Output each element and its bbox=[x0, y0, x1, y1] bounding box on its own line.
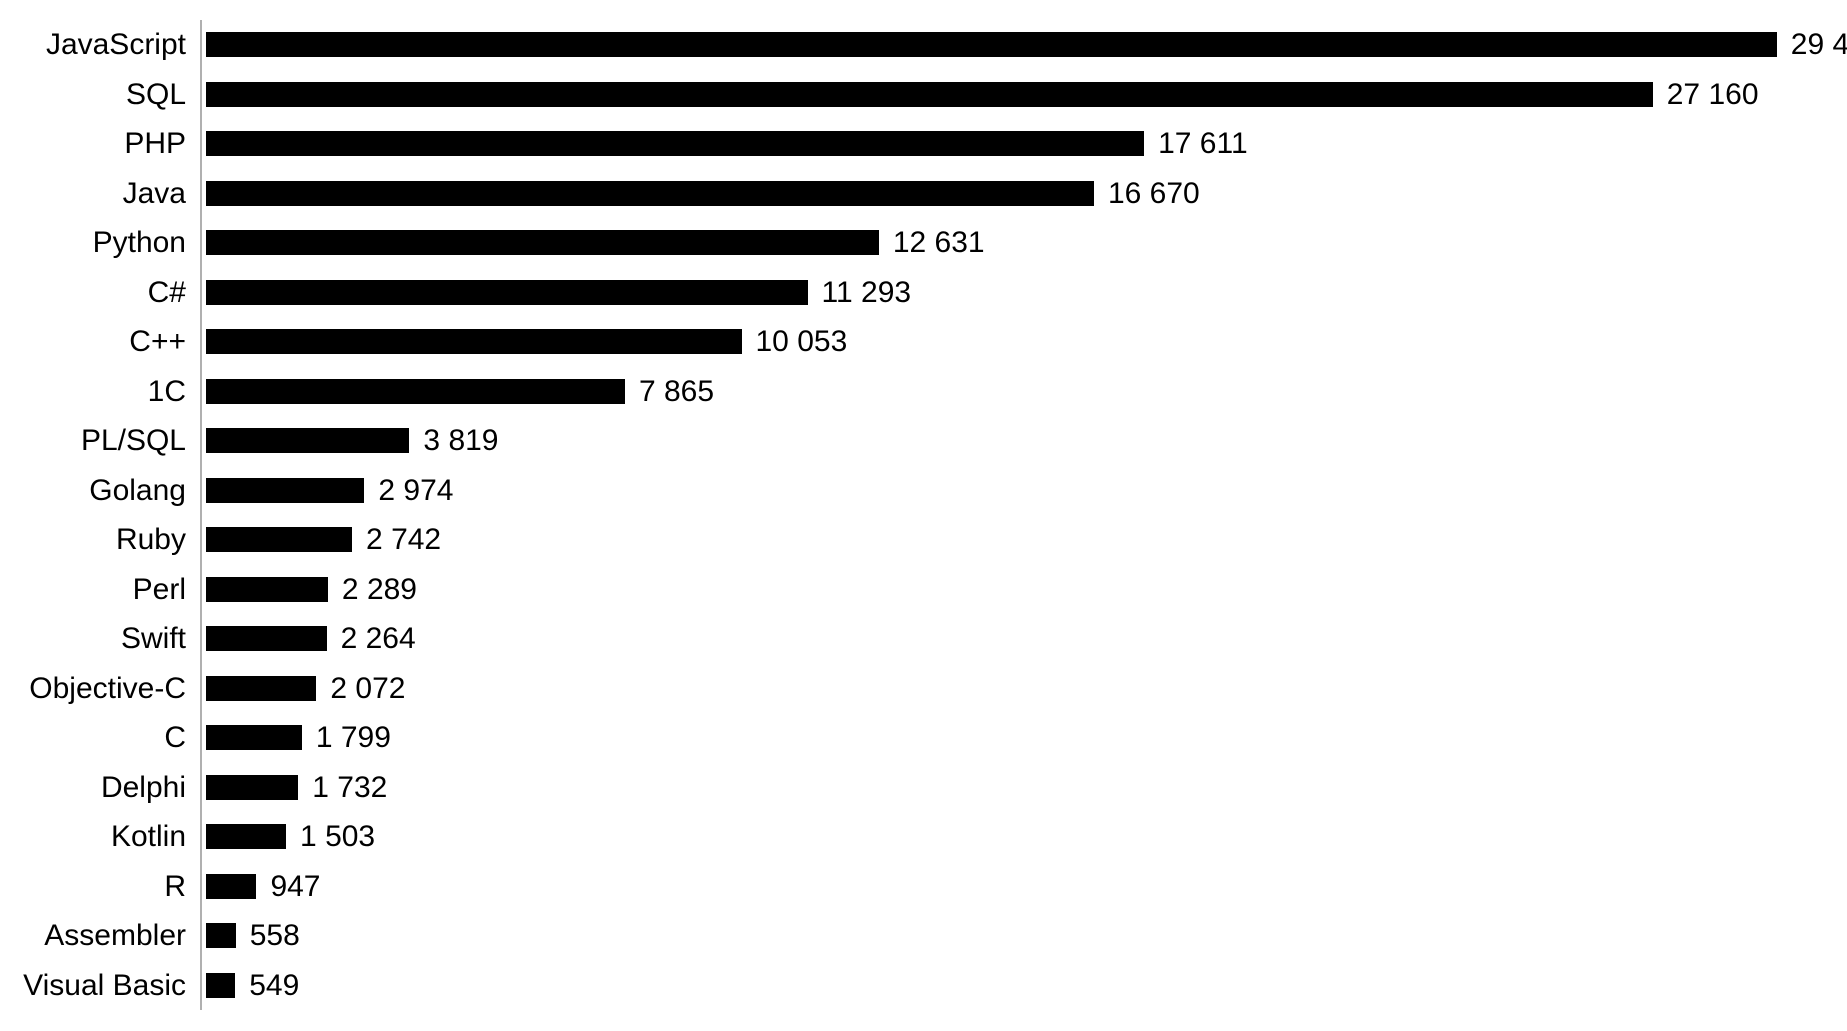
bar bbox=[206, 676, 316, 701]
value-label: 16 670 bbox=[1108, 177, 1200, 211]
bar bbox=[206, 181, 1094, 206]
category-label: Golang bbox=[89, 474, 186, 508]
y-axis-line bbox=[200, 20, 202, 1010]
category-label: Kotlin bbox=[111, 820, 186, 854]
bar bbox=[206, 824, 286, 849]
value-label: 7 865 bbox=[639, 375, 714, 409]
category-label: PL/SQL bbox=[81, 424, 186, 458]
bar bbox=[206, 973, 235, 998]
bar bbox=[206, 32, 1777, 57]
category-label: Ruby bbox=[116, 523, 186, 557]
category-label: R bbox=[164, 870, 186, 904]
bar bbox=[206, 874, 256, 899]
bar bbox=[206, 280, 808, 305]
value-label: 3 819 bbox=[423, 424, 498, 458]
bar bbox=[206, 379, 625, 404]
value-label: 2 289 bbox=[342, 573, 417, 607]
category-label: Objective-C bbox=[29, 672, 186, 706]
category-label: Python bbox=[93, 226, 186, 260]
value-label: 2 072 bbox=[330, 672, 405, 706]
category-label: PHP bbox=[124, 127, 186, 161]
value-label: 2 264 bbox=[341, 622, 416, 656]
value-label: 549 bbox=[249, 969, 299, 1003]
value-label: 17 611 bbox=[1158, 127, 1248, 161]
category-label: Delphi bbox=[101, 771, 186, 805]
value-label: 558 bbox=[250, 919, 300, 953]
value-label: 10 053 bbox=[756, 325, 848, 359]
bar bbox=[206, 775, 298, 800]
bar bbox=[206, 923, 236, 948]
category-label: Visual Basic bbox=[23, 969, 186, 1003]
category-label: Java bbox=[123, 177, 186, 211]
bar bbox=[206, 577, 328, 602]
category-label: C++ bbox=[129, 325, 186, 359]
category-label: Swift bbox=[121, 622, 186, 656]
value-label: 1 503 bbox=[300, 820, 375, 854]
value-label: 1 732 bbox=[312, 771, 387, 805]
bar bbox=[206, 527, 352, 552]
bar bbox=[206, 131, 1144, 156]
bar bbox=[206, 725, 302, 750]
value-label: 1 799 bbox=[316, 721, 391, 755]
value-label: 29 488 bbox=[1791, 28, 1847, 62]
category-label: Perl bbox=[133, 573, 186, 607]
category-label: SQL bbox=[126, 78, 186, 112]
bar bbox=[206, 626, 327, 651]
value-label: 12 631 bbox=[893, 226, 985, 260]
value-label: 947 bbox=[270, 870, 320, 904]
category-label: 1C bbox=[148, 375, 186, 409]
bar bbox=[206, 82, 1653, 107]
value-label: 2 742 bbox=[366, 523, 441, 557]
category-label: JavaScript bbox=[46, 28, 186, 62]
category-label: C# bbox=[148, 276, 186, 310]
value-label: 27 160 bbox=[1667, 78, 1759, 112]
value-label: 2 974 bbox=[378, 474, 453, 508]
bar bbox=[206, 428, 409, 453]
value-label: 11 293 bbox=[822, 276, 912, 310]
category-label: Assembler bbox=[44, 919, 186, 953]
bar bbox=[206, 478, 364, 503]
bar bbox=[206, 329, 742, 354]
horizontal-bar-chart: JavaScript 29 488 SQL 27 160 PHP 17 611 Java 16… bbox=[0, 0, 1847, 1031]
bar bbox=[206, 230, 879, 255]
category-label: C bbox=[164, 721, 186, 755]
